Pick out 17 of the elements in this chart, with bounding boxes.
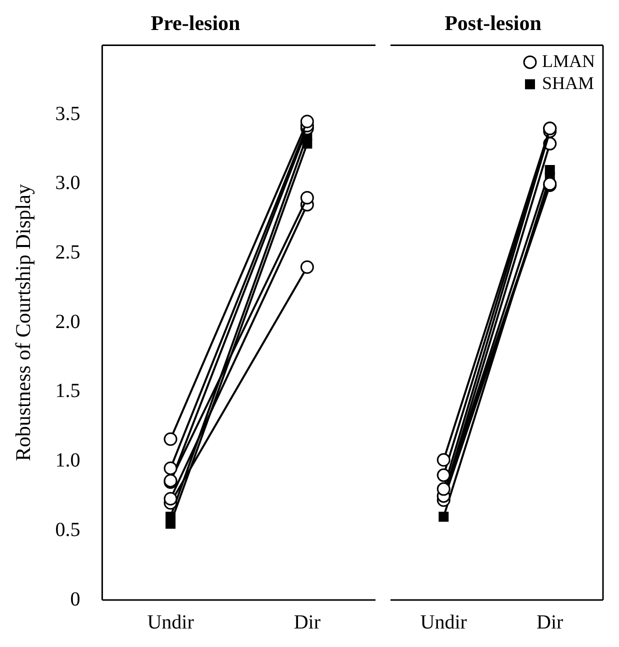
y-tick-label: 2.0 — [55, 310, 80, 333]
legend-label: SHAM — [542, 72, 594, 93]
y-tick-label: 0.5 — [55, 518, 80, 541]
y-tick-label: 2.5 — [55, 242, 80, 264]
x-tick-label: Undir — [147, 611, 194, 634]
y-axis-title: Robustness of Courtship Display — [11, 184, 36, 462]
y-tick-label: 0 — [70, 588, 80, 610]
y-tick-label: 1.0 — [55, 450, 80, 472]
x-tick-label: Dir — [536, 611, 564, 634]
legend-label: LMAN — [542, 50, 595, 71]
x-tick-label: Dir — [294, 611, 321, 634]
y-tick-label: 3.0 — [55, 172, 80, 194]
y-tick-label: 3.5 — [55, 102, 80, 125]
y-tick-label: 1.5 — [55, 380, 80, 402]
x-tick-label: Undir — [420, 611, 468, 634]
chart-title: Pre-lesion — [150, 11, 241, 36]
chart-title: Post-lesion — [444, 11, 542, 36]
